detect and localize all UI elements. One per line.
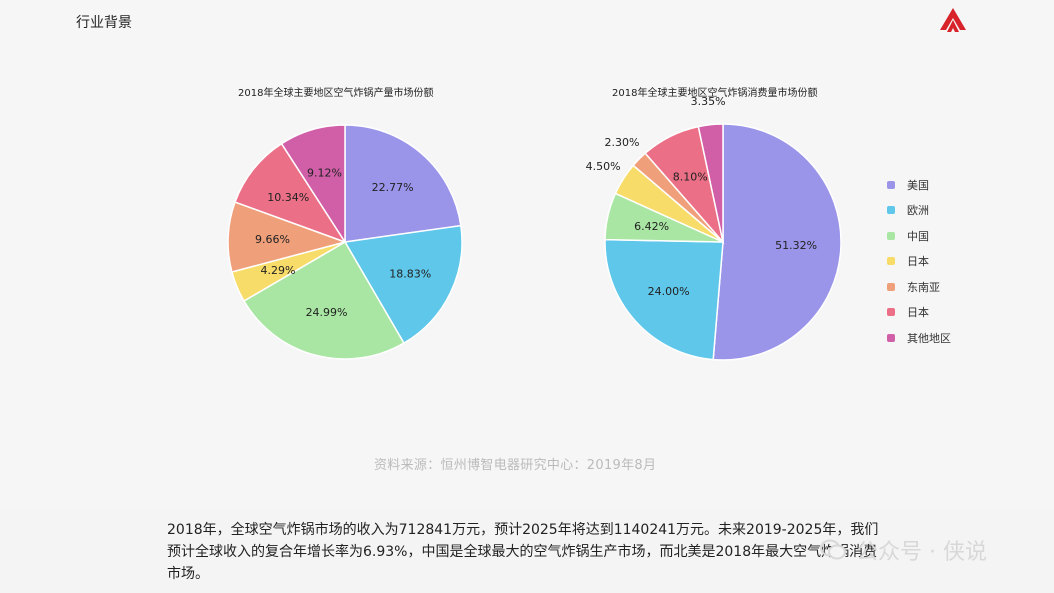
legend-item[interactable]: 欧洲 xyxy=(887,198,951,224)
caption-line: 预计全球收入的复合年增长率为6.93%，中国是全球最大的空气炸锅生产市场，而北美… xyxy=(167,544,878,560)
legend-label: 其他地区 xyxy=(907,331,951,345)
legend-item[interactable]: 日本 xyxy=(887,300,951,326)
chart-title-production: 2018年全球主要地区空气炸锅产量市场份额 xyxy=(238,88,434,99)
pie-label-consumption-0: 51.32% xyxy=(775,239,817,252)
legend-item[interactable]: 其他地区 xyxy=(887,325,951,351)
watermark-text: 公众号 · 侠说 xyxy=(856,540,987,565)
legend-swatch xyxy=(887,333,895,342)
legend-label: 东南亚 xyxy=(907,280,940,294)
pie-label-consumption-6: 3.35% xyxy=(691,95,726,108)
pie-slice-consumption-6[interactable] xyxy=(697,123,724,243)
chart-title-consumption: 2018年全球主要地区空气炸锅消费量市场份额 xyxy=(612,88,818,99)
pie-slice-production-1[interactable] xyxy=(343,224,463,345)
pie-slice-consumption-1[interactable] xyxy=(604,238,724,361)
pie-label-consumption-5: 8.10% xyxy=(673,171,708,184)
brand-logo-icon xyxy=(940,8,966,32)
legend-swatch xyxy=(887,282,895,291)
pie-slice-production-0[interactable] xyxy=(344,124,462,243)
legend-swatch xyxy=(887,180,895,189)
legend-label: 日本 xyxy=(907,255,929,269)
legend-swatch xyxy=(887,257,895,266)
legend-item[interactable]: 美国 xyxy=(887,172,951,198)
legend-swatch xyxy=(887,231,895,240)
legend-item[interactable]: 日本 xyxy=(887,249,951,275)
pie-label-consumption-3: 4.50% xyxy=(586,160,621,173)
pie-label-production-4: 9.66% xyxy=(255,233,290,246)
pie-label-consumption-2: 6.42% xyxy=(634,220,669,233)
legend-label: 美国 xyxy=(907,178,929,192)
pie-label-consumption-1: 24.00% xyxy=(648,285,690,298)
pie-label-production-1: 18.83% xyxy=(389,268,431,281)
caption-line: 市场。 xyxy=(167,566,209,582)
pie-label-production-3: 4.29% xyxy=(261,264,296,277)
pie-label-production-2: 24.99% xyxy=(306,306,348,319)
pie-slice-production-2[interactable] xyxy=(242,240,405,360)
legend: 美国 欧洲 中国 日本 东南亚 日本 其他地区 xyxy=(887,172,951,351)
legend-label: 日本 xyxy=(907,306,929,320)
legend-item[interactable]: 中国 xyxy=(887,223,951,249)
pie-label-production-0: 22.77% xyxy=(372,181,414,194)
legend-label: 中国 xyxy=(907,229,929,243)
watermark: 公众号 · 侠说 xyxy=(820,534,987,566)
legend-swatch xyxy=(887,206,895,215)
pie-slice-production-5[interactable] xyxy=(234,142,347,244)
pie-label-production-5: 10.34% xyxy=(267,191,309,204)
pie-slice-consumption-0[interactable] xyxy=(712,123,842,361)
legend-label: 欧洲 xyxy=(907,204,929,218)
caption-line: 2018年，全球空气炸锅市场的收入为712841万元，预计2025年将达到114… xyxy=(167,522,879,538)
pie-label-production-6: 9.12% xyxy=(307,166,342,179)
caption-text: 2018年，全球空气炸锅市场的收入为712841万元，预计2025年将达到114… xyxy=(167,519,897,585)
legend-item[interactable]: 东南亚 xyxy=(887,274,951,300)
legend-swatch xyxy=(887,308,895,317)
pie-chart-production: 22.77% 18.83% 24.99% 4.29% 9.66% 10.34% 9.12% 5… xyxy=(227,95,842,361)
slide: 行业背景 2018年全球主要地区空气炸锅产量市场份额 2018年全球主要地区空气… xyxy=(76,8,966,473)
pie-label-consumption-4: 2.30% xyxy=(604,136,639,149)
source-note: 资料来源：恒州博智电器研究中心：2019年8月 xyxy=(374,458,657,473)
pie-slice-production-6[interactable] xyxy=(280,124,346,245)
section-title: 行业背景 xyxy=(76,15,132,31)
wechat-icon xyxy=(820,539,846,560)
